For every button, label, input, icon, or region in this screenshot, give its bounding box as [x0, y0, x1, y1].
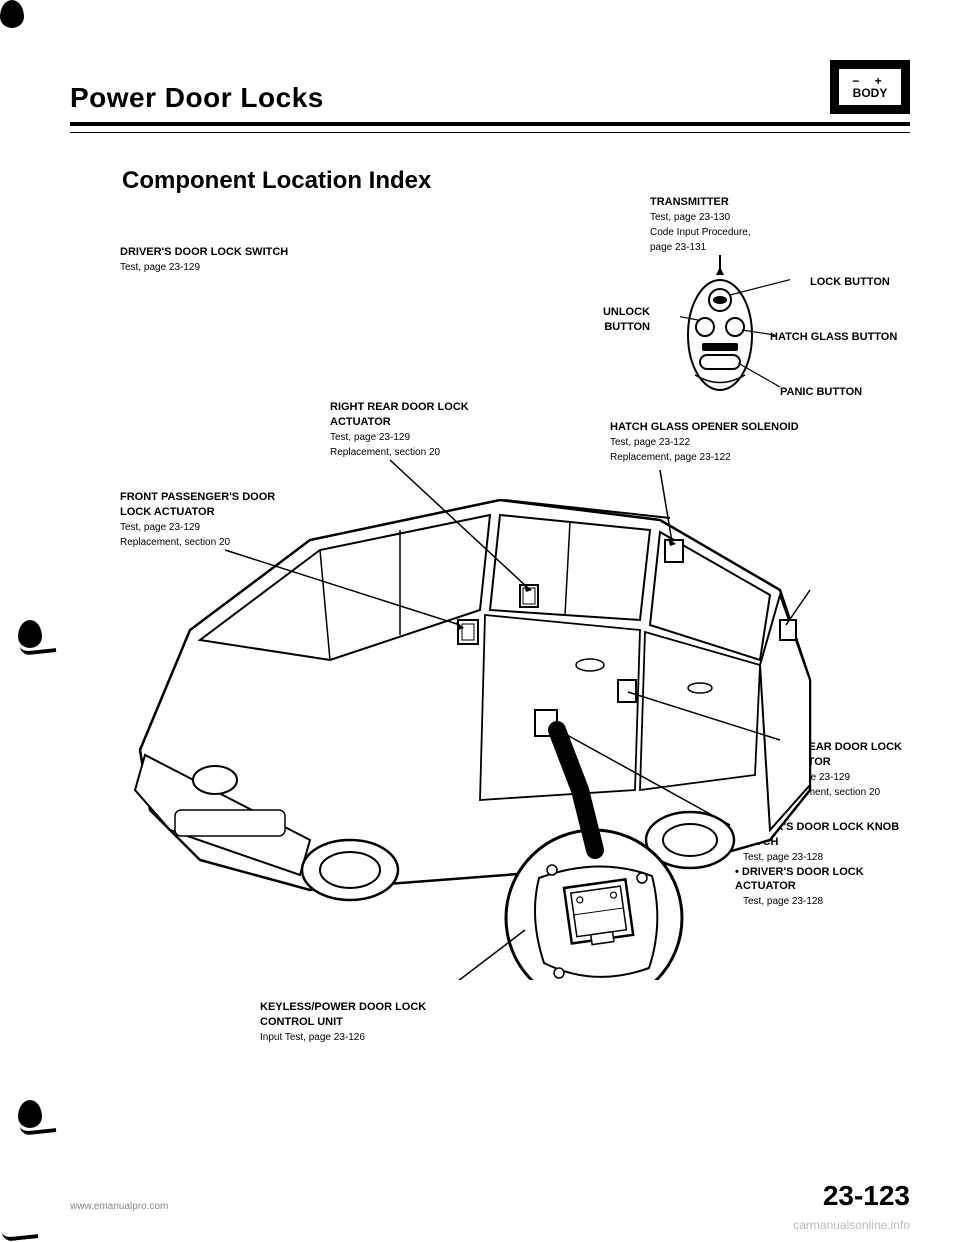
drop-arc-icon: [70, 163, 102, 199]
label-lock-button: LOCK BUTTON: [810, 275, 890, 290]
label-unlock-button: UNLOCK BUTTON: [590, 305, 650, 335]
transmitter-icon: [680, 255, 790, 405]
label-panic-button: PANIC BUTTON: [780, 385, 862, 400]
label-keyless: KEYLESS/POWER DOOR LOCK CONTROL UNIT Inp…: [260, 1000, 460, 1045]
vehicle-diagram: [80, 430, 840, 980]
body-badge: − + BODY: [830, 60, 910, 114]
label-transmitter: TRANSMITTER Test, page 23-130 Code Input…: [650, 195, 751, 254]
drop-arc-icon: [18, 620, 50, 656]
body-label: BODY: [853, 87, 888, 99]
drop-arc-icon: [18, 1100, 50, 1136]
page-title: Power Door Locks: [70, 82, 324, 114]
footer-url-left: www.emanualpro.com: [70, 1201, 168, 1212]
section-title: Component Location Index: [122, 167, 431, 195]
page-number: 23-123: [823, 1180, 910, 1212]
footer-url-right: carmanualsonline.info: [793, 1218, 910, 1232]
label-driver-switch: DRIVER'S DOOR LOCK SWITCH Test, page 23-…: [120, 245, 288, 275]
header-divider: [70, 132, 910, 133]
